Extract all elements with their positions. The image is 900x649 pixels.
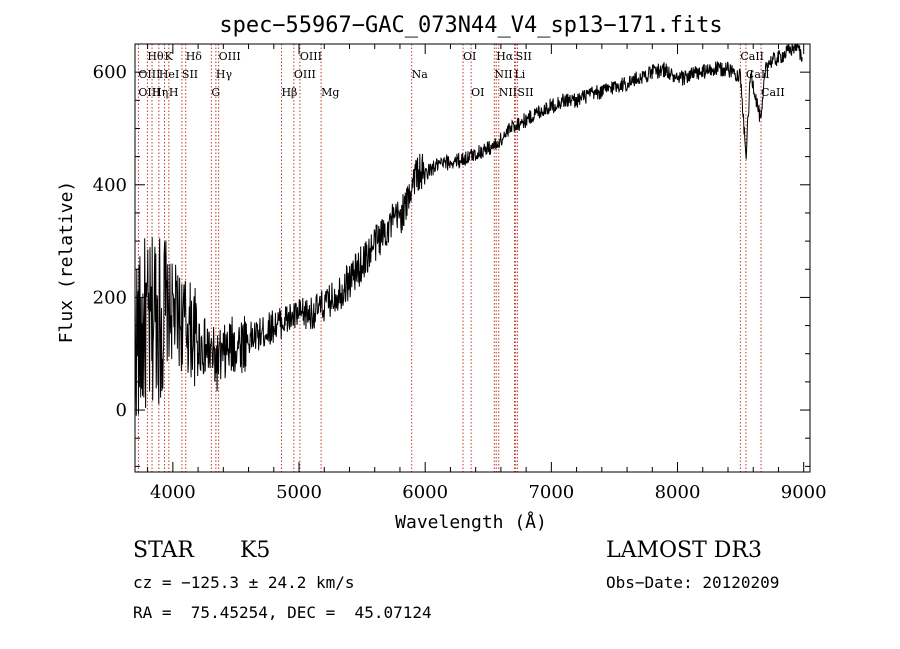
coordinates: RA = 75.45254, DEC = 45.07124 bbox=[133, 603, 432, 622]
marker-label: SII bbox=[517, 86, 533, 99]
obs-date: Obs−Date: 20120209 bbox=[606, 573, 780, 592]
marker-label: Hη bbox=[152, 86, 168, 99]
object-class: STAR bbox=[133, 538, 194, 563]
x-tick-label: 9000 bbox=[781, 482, 827, 503]
marker-label: OIII bbox=[294, 68, 316, 81]
marker-label: H bbox=[169, 86, 179, 99]
marker-label: OIII bbox=[138, 86, 160, 99]
survey-label: LAMOST DR3 bbox=[606, 538, 762, 563]
marker-label: CaII bbox=[746, 68, 770, 81]
marker-label: CaII bbox=[740, 50, 764, 63]
marker-label: OIII bbox=[219, 50, 241, 63]
marker-label: OI bbox=[471, 86, 484, 99]
marker-label: Hα bbox=[496, 50, 514, 63]
x-tick-label: 4000 bbox=[150, 482, 196, 503]
y-tick-label: 400 bbox=[93, 175, 127, 196]
y-axis-label: Flux (relative) bbox=[56, 181, 77, 344]
marker-label: HeI bbox=[159, 68, 179, 81]
x-tick-label: 6000 bbox=[402, 482, 448, 503]
marker-label: OI bbox=[463, 50, 476, 63]
plot-frame bbox=[134, 43, 811, 473]
marker-label: Mg bbox=[321, 86, 339, 99]
y-tick-label: 0 bbox=[116, 400, 127, 421]
series-layer bbox=[134, 43, 803, 416]
object-subclass: K5 bbox=[240, 538, 271, 563]
marker-label: Na bbox=[412, 68, 429, 81]
marker-label: G bbox=[211, 86, 220, 99]
marker-label: Hδ bbox=[186, 50, 203, 63]
y-tick-label: 200 bbox=[93, 287, 127, 308]
marker-label: NII bbox=[494, 68, 512, 81]
marker-label: Li bbox=[515, 68, 526, 81]
marker-label: CaII bbox=[761, 86, 785, 99]
marker-label: OIII bbox=[300, 50, 322, 63]
marker-label: OIII bbox=[138, 68, 160, 81]
y-tick-label: 600 bbox=[93, 62, 127, 83]
marker-label: NII bbox=[499, 86, 517, 99]
x-axis-label: Wavelength (Å) bbox=[395, 511, 547, 533]
redshift-cz: cz = −125.3 ± 24.2 km/s bbox=[133, 573, 355, 592]
marker-label: Hγ bbox=[216, 68, 233, 81]
x-tick-label: 7000 bbox=[528, 482, 574, 503]
axis-layer: 4000 5000 6000 7000 8000 9000 0 200 400 600 bbox=[93, 43, 827, 503]
x-tick-label: 5000 bbox=[276, 482, 322, 503]
marker-label: K bbox=[165, 50, 174, 63]
marker-label: SII bbox=[516, 50, 532, 63]
marker-label: Hθ bbox=[147, 50, 164, 63]
chart-title: spec−55967−GAC_073N44_V4_sp13−171.fits bbox=[219, 13, 722, 38]
marker-label: Hβ bbox=[281, 86, 297, 99]
x-tick-label: 8000 bbox=[655, 482, 701, 503]
marker-label: SII bbox=[182, 68, 198, 81]
flux-series-line bbox=[134, 43, 803, 416]
